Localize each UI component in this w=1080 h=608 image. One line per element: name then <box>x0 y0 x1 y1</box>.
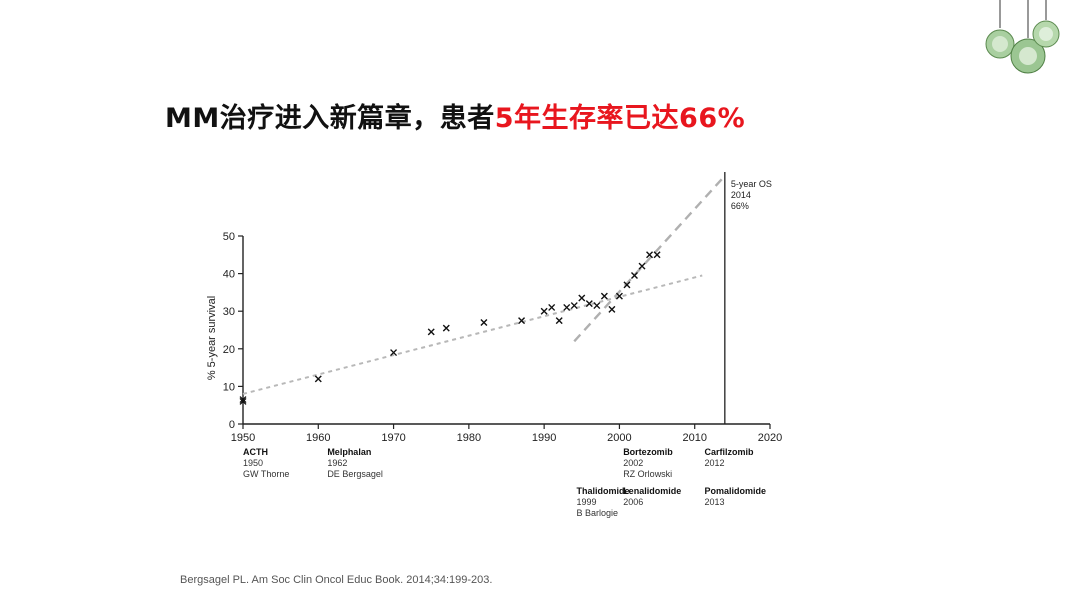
drug-name: Melphalan <box>327 447 371 457</box>
x-tick-label: 1950 <box>231 432 255 444</box>
drug-year: 1962 <box>327 458 347 468</box>
data-point <box>608 305 616 313</box>
x-tick-label: 1970 <box>381 432 405 444</box>
y-tick-label: 50 <box>223 231 235 243</box>
page-title: MM治疗进入新篇章，患者5年生存率已达66% <box>165 96 745 135</box>
data-point <box>540 307 548 315</box>
data-point <box>480 318 488 326</box>
x-tick-label: 1960 <box>306 432 330 444</box>
title-text: MM治疗进入新篇章，患者 <box>165 103 495 134</box>
data-point <box>600 292 608 300</box>
trend-line <box>573 175 726 343</box>
trend-line <box>242 274 703 395</box>
data-point <box>518 317 526 325</box>
data-point <box>593 302 601 310</box>
data-point <box>390 349 398 357</box>
marker-label: 2014 <box>731 190 751 200</box>
marker-label: 5-year OS <box>731 179 772 189</box>
drug-name: ACTH <box>243 447 268 457</box>
x-tick-label: 2020 <box>758 432 782 444</box>
y-tick-label: 40 <box>223 269 235 281</box>
drug-name: Bortezomib <box>623 447 673 457</box>
x-tick-label: 1990 <box>532 432 556 444</box>
data-point <box>563 303 571 311</box>
data-point <box>239 396 247 404</box>
marker-label: 66% <box>731 201 749 211</box>
data-point <box>653 251 661 259</box>
x-tick-label: 2010 <box>682 432 706 444</box>
data-point <box>548 303 556 311</box>
drug-name: Thalidomide <box>577 486 630 496</box>
drug-name: Carfilzomib <box>705 447 755 457</box>
y-tick-label: 10 <box>223 381 235 393</box>
drug-year: 2012 <box>705 458 725 468</box>
data-point <box>578 294 586 302</box>
hanging-lamps-decoration <box>985 0 1060 74</box>
title-highlight: 5年生存率已达66% <box>494 103 746 134</box>
drug-author: RZ Orlowski <box>623 469 672 479</box>
drug-year: 2002 <box>623 458 643 468</box>
data-point <box>427 328 435 336</box>
drug-author: GW Thorne <box>243 469 289 479</box>
citation: Bergsagel PL. Am Soc Clin Oncol Educ Boo… <box>180 574 493 586</box>
y-tick-label: 30 <box>223 306 235 318</box>
data-point <box>585 300 593 308</box>
x-tick-label: 1980 <box>457 432 481 444</box>
drug-year: 2013 <box>705 497 725 507</box>
y-tick-label: 0 <box>229 419 235 431</box>
drug-year: 1950 <box>243 458 263 468</box>
data-point <box>615 292 623 300</box>
data-point <box>623 281 631 289</box>
drug-year: 1999 <box>577 497 597 507</box>
data-point <box>570 302 578 310</box>
y-axis-label: % 5-year survival <box>206 296 218 380</box>
data-point <box>442 324 450 332</box>
data-point <box>239 397 247 405</box>
data-point <box>555 317 563 325</box>
drug-name: Lenalidomide <box>623 486 681 496</box>
x-tick-label: 2000 <box>607 432 631 444</box>
drug-author: B Barlogie <box>577 508 619 518</box>
data-point <box>314 375 322 383</box>
data-point <box>638 262 646 270</box>
data-point <box>630 271 638 279</box>
data-point <box>646 251 654 259</box>
drug-year: 2006 <box>623 497 643 507</box>
drug-author: DE Bergsagel <box>327 469 383 479</box>
drug-name: Pomalidomide <box>705 486 767 496</box>
y-tick-label: 20 <box>223 344 235 356</box>
